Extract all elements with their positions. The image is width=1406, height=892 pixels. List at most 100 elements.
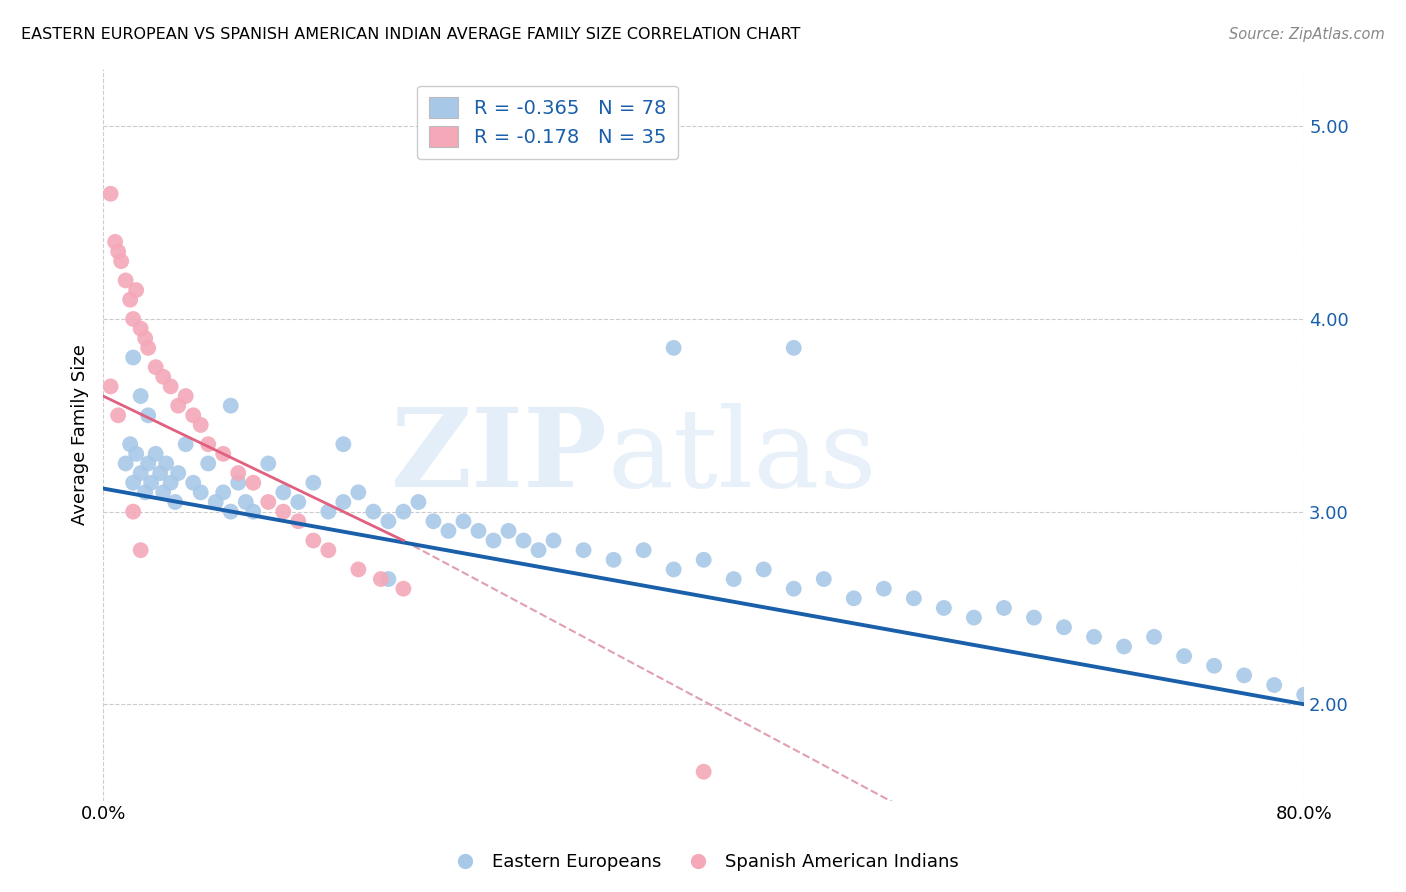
Point	[633, 543, 655, 558]
Point	[318, 505, 340, 519]
Text: ZIP: ZIP	[391, 403, 607, 510]
Point	[125, 283, 148, 297]
Point	[752, 562, 775, 576]
Point	[1294, 688, 1316, 702]
Point	[1022, 610, 1045, 624]
Point	[114, 273, 136, 287]
Point	[662, 562, 685, 576]
Point	[120, 437, 142, 451]
Point	[104, 235, 127, 249]
Point	[903, 591, 925, 606]
Point	[377, 572, 399, 586]
Point	[212, 447, 235, 461]
Point	[1233, 668, 1256, 682]
Point	[287, 514, 309, 528]
Point	[159, 379, 181, 393]
Point	[512, 533, 534, 548]
Point	[122, 351, 145, 365]
Point	[662, 341, 685, 355]
Point	[125, 447, 148, 461]
Point	[1053, 620, 1076, 634]
Point	[271, 505, 294, 519]
Point	[134, 331, 156, 345]
Point	[370, 572, 392, 586]
Point	[190, 417, 212, 432]
Point	[174, 437, 197, 451]
Point	[377, 514, 399, 528]
Point	[873, 582, 896, 596]
Point	[136, 457, 159, 471]
Legend: R = -0.365   N = 78, R = -0.178   N = 35: R = -0.365 N = 78, R = -0.178 N = 35	[418, 86, 678, 159]
Point	[129, 543, 152, 558]
Point	[692, 553, 714, 567]
Point	[219, 505, 242, 519]
Point	[1263, 678, 1285, 692]
Point	[783, 341, 806, 355]
Y-axis label: Average Family Size: Average Family Size	[72, 344, 89, 525]
Point	[572, 543, 595, 558]
Point	[129, 389, 152, 403]
Point	[136, 409, 159, 423]
Point	[136, 341, 159, 355]
Point	[110, 254, 132, 268]
Point	[122, 312, 145, 326]
Point	[783, 582, 806, 596]
Point	[120, 293, 142, 307]
Point	[422, 514, 444, 528]
Point	[190, 485, 212, 500]
Point	[963, 610, 986, 624]
Point	[842, 591, 865, 606]
Text: EASTERN EUROPEAN VS SPANISH AMERICAN INDIAN AVERAGE FAMILY SIZE CORRELATION CHAR: EASTERN EUROPEAN VS SPANISH AMERICAN IND…	[21, 27, 800, 42]
Point	[155, 457, 177, 471]
Point	[287, 495, 309, 509]
Point	[167, 466, 190, 480]
Point	[932, 601, 955, 615]
Point	[347, 562, 370, 576]
Point	[197, 437, 219, 451]
Point	[302, 475, 325, 490]
Point	[122, 505, 145, 519]
Point	[114, 457, 136, 471]
Point	[813, 572, 835, 586]
Point	[257, 457, 280, 471]
Point	[141, 475, 163, 490]
Point	[181, 409, 204, 423]
Point	[149, 466, 172, 480]
Point	[347, 485, 370, 500]
Point	[723, 572, 745, 586]
Point	[692, 764, 714, 779]
Point	[145, 360, 167, 375]
Point	[318, 543, 340, 558]
Point	[197, 457, 219, 471]
Point	[212, 485, 235, 500]
Text: atlas: atlas	[607, 403, 877, 510]
Point	[408, 495, 430, 509]
Point	[332, 437, 354, 451]
Point	[257, 495, 280, 509]
Point	[145, 447, 167, 461]
Point	[498, 524, 520, 538]
Point	[167, 399, 190, 413]
Point	[332, 495, 354, 509]
Point	[392, 505, 415, 519]
Point	[165, 495, 187, 509]
Point	[242, 505, 264, 519]
Point	[482, 533, 505, 548]
Point	[174, 389, 197, 403]
Point	[129, 321, 152, 335]
Text: Source: ZipAtlas.com: Source: ZipAtlas.com	[1229, 27, 1385, 42]
Point	[1143, 630, 1166, 644]
Point	[100, 186, 122, 201]
Point	[134, 485, 156, 500]
Point	[363, 505, 385, 519]
Point	[437, 524, 460, 538]
Point	[271, 485, 294, 500]
Point	[152, 485, 174, 500]
Point	[129, 466, 152, 480]
Point	[152, 369, 174, 384]
Point	[1112, 640, 1135, 654]
Point	[453, 514, 475, 528]
Point	[602, 553, 624, 567]
Point	[181, 475, 204, 490]
Point	[235, 495, 257, 509]
